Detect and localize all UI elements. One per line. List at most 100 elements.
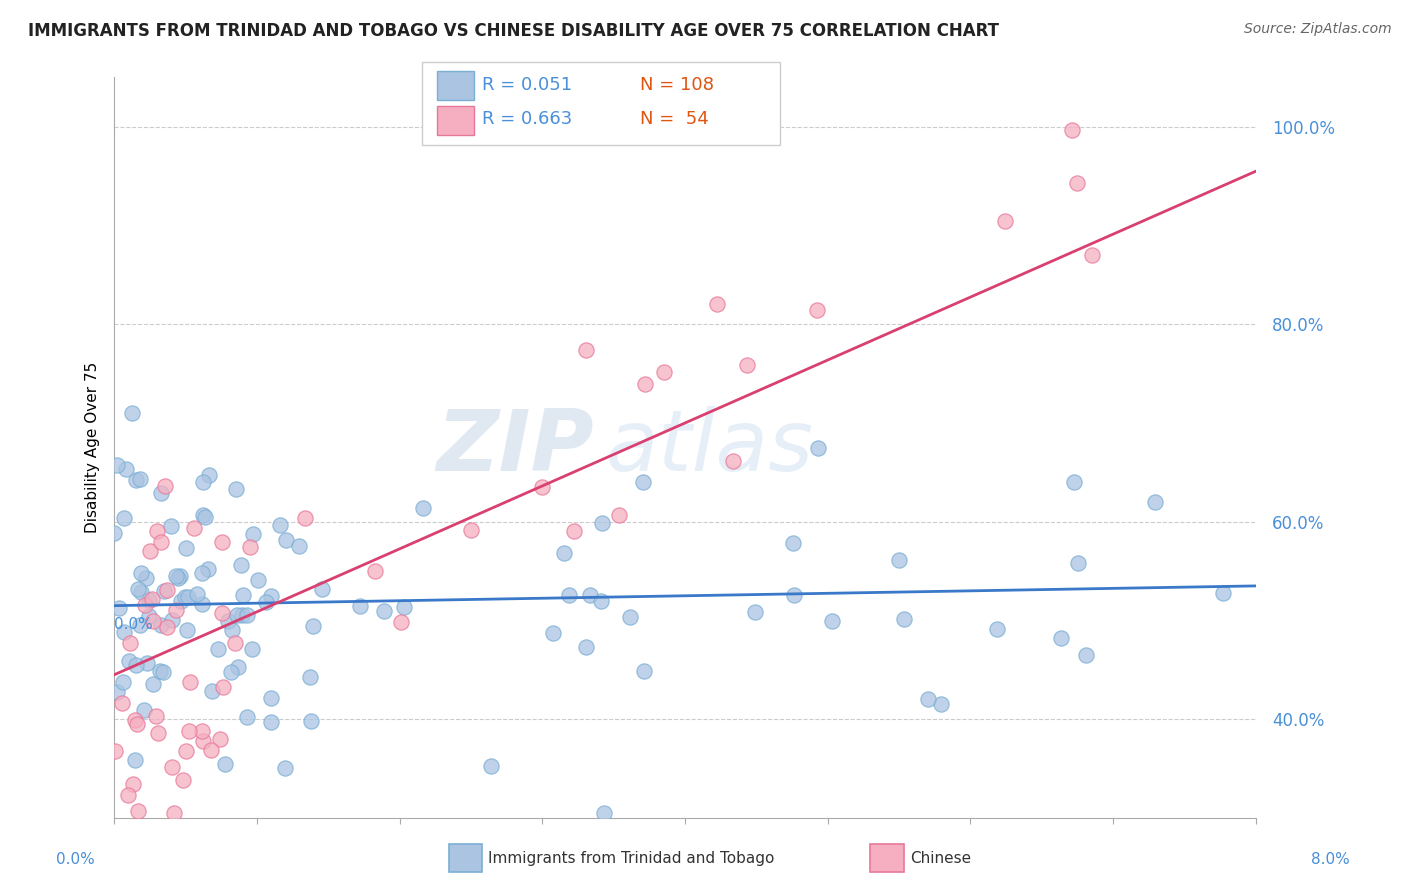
Point (240, 642, 263, 657)
Point (246, 573, 269, 587)
Point (105, 685, 128, 699)
Point (541, 626, 564, 640)
Point (392, 600, 415, 615)
Point (201, 684, 224, 698)
Point (134, 598, 156, 612)
Point (211, 535, 233, 549)
Point (111, 696, 134, 710)
Point (127, 582, 149, 596)
Point (131, 584, 153, 599)
Point (619, 610, 641, 624)
Point (579, 589, 602, 603)
Point (127, 804, 149, 818)
Point (193, 475, 215, 489)
Point (231, 607, 253, 622)
Point (107, 600, 129, 615)
Point (194, 509, 217, 524)
Point (149, 535, 172, 549)
Point (232, 588, 254, 602)
Point (129, 618, 152, 632)
Point (191, 734, 214, 748)
Point (228, 660, 250, 674)
Text: ZIP: ZIP (436, 406, 593, 489)
Point (259, 714, 281, 729)
Point (160, 518, 183, 533)
Point (349, 599, 371, 613)
Point (929, 697, 952, 711)
Point (235, 608, 257, 623)
Point (1066, 177, 1088, 191)
Point (207, 642, 229, 657)
Point (165, 603, 187, 617)
Point (807, 441, 830, 455)
Text: N = 108: N = 108 (640, 76, 714, 94)
Point (1074, 648, 1097, 662)
Point (652, 365, 675, 379)
Point (806, 303, 828, 318)
Point (177, 724, 200, 739)
Point (150, 485, 173, 500)
Point (170, 593, 193, 607)
Point (131, 566, 153, 581)
Point (1212, 586, 1234, 600)
Point (1143, 494, 1166, 508)
Point (117, 788, 139, 802)
Text: 0.0%: 0.0% (56, 852, 96, 867)
Point (226, 607, 249, 622)
Point (479, 759, 502, 773)
Point (179, 675, 201, 690)
Point (160, 760, 183, 774)
Point (887, 553, 910, 567)
Point (633, 475, 655, 490)
Point (115, 462, 138, 476)
Point (256, 595, 278, 609)
Text: Immigrants from Trinidad and Tobago: Immigrants from Trinidad and Tobago (488, 851, 775, 865)
Point (142, 614, 165, 628)
Point (1067, 557, 1090, 571)
Text: 8.0%: 8.0% (1310, 852, 1350, 867)
Point (1062, 123, 1084, 137)
Point (173, 590, 195, 604)
Point (135, 656, 157, 670)
Point (172, 772, 194, 787)
Point (183, 521, 205, 535)
Point (412, 500, 434, 515)
Y-axis label: Disability Age Over 75: Disability Age Over 75 (86, 362, 100, 533)
Point (214, 756, 236, 771)
Point (373, 604, 395, 618)
Point (783, 588, 806, 602)
Point (364, 564, 387, 578)
Point (301, 714, 323, 728)
Point (1063, 475, 1085, 490)
Point (124, 713, 146, 727)
Point (260, 589, 283, 603)
Text: IMMIGRANTS FROM TRINIDAD AND TOBAGO VS CHINESE DISABILITY AGE OVER 75 CORRELATIO: IMMIGRANTS FROM TRINIDAD AND TOBAGO VS C… (28, 22, 1000, 40)
Point (160, 613, 183, 627)
Point (146, 726, 169, 740)
Point (260, 690, 283, 705)
Point (288, 539, 311, 553)
Point (121, 777, 143, 791)
Point (821, 615, 844, 629)
Point (299, 670, 322, 684)
Point (782, 536, 804, 550)
Point (190, 597, 212, 611)
Point (221, 623, 243, 637)
Point (209, 732, 232, 747)
Point (155, 620, 177, 634)
Point (190, 566, 212, 580)
Point (186, 587, 208, 601)
Point (994, 214, 1017, 228)
Point (274, 533, 297, 548)
Point (177, 590, 200, 604)
Point (135, 571, 157, 585)
Point (574, 640, 596, 655)
Point (176, 623, 198, 637)
Point (153, 583, 176, 598)
Point (634, 376, 657, 391)
Text: Source: ZipAtlas.com: Source: ZipAtlas.com (1244, 22, 1392, 37)
Point (153, 479, 176, 493)
Point (553, 545, 575, 559)
Text: 0.0%: 0.0% (114, 616, 153, 632)
Point (274, 761, 297, 775)
